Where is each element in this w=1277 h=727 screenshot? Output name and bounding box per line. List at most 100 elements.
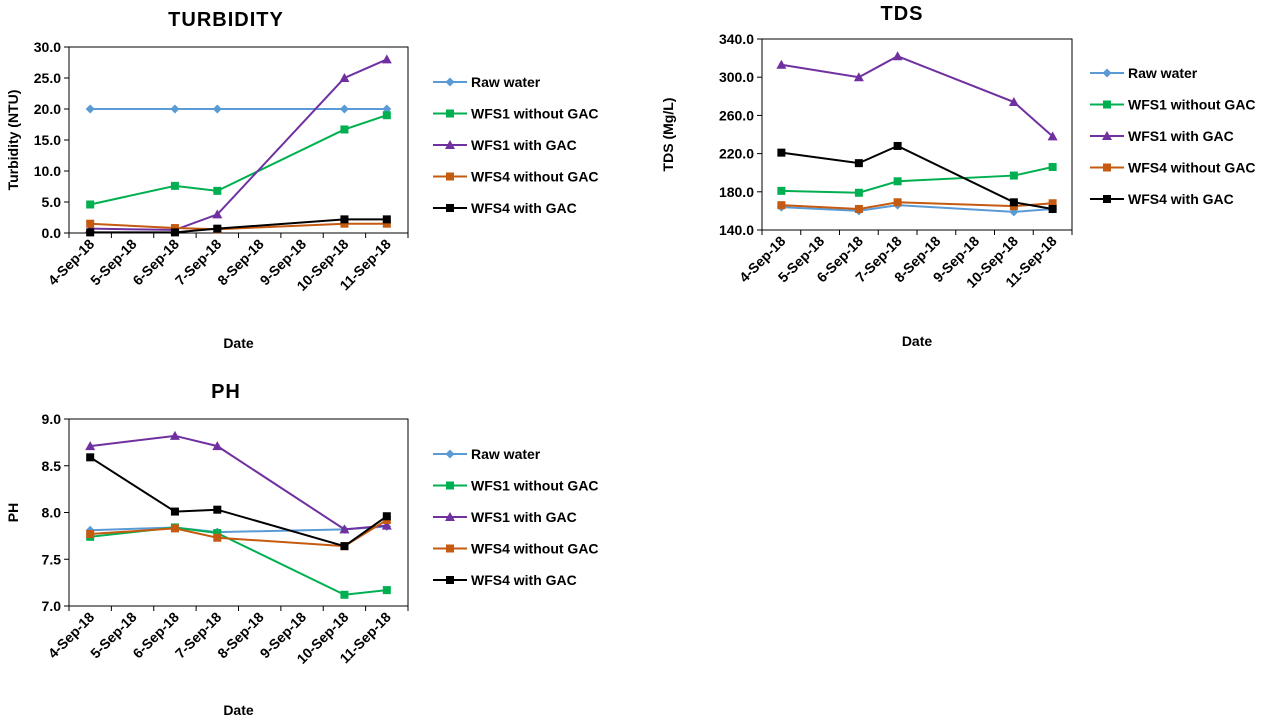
legend-entry-wfs1-without-gac: WFS1 without GAC <box>433 106 599 122</box>
data-point-raw-water <box>170 104 180 114</box>
data-point-wfs4-with-gac <box>86 228 95 237</box>
turbidity-chart-svg: TURBIDITY0.05.010.015.020.025.030.04-Sep… <box>5 9 599 351</box>
y-tick-label: 300.0 <box>719 69 754 85</box>
chart-title: PH <box>211 381 241 403</box>
legend-label: Raw water <box>1128 65 1198 81</box>
legend-marker <box>1103 163 1111 172</box>
y-tick-label: 9.0 <box>42 411 62 427</box>
legend-entry-wfs1-without-gac: WFS1 without GAC <box>433 478 599 494</box>
y-axis-title: PH <box>5 503 21 522</box>
data-point-wfs4-without-gac <box>777 201 786 210</box>
legend-entry-raw-water: Raw water <box>1090 65 1198 81</box>
legend-label: WFS1 with GAC <box>471 137 577 153</box>
legend-label: WFS4 without GAC <box>1128 160 1256 176</box>
series-wfs1-with-gac <box>776 51 1058 141</box>
data-point-wfs1-without-gac <box>382 586 391 595</box>
y-tick-label: 10.0 <box>34 163 61 179</box>
legend-marker <box>445 140 455 149</box>
data-point-wfs1-without-gac <box>1048 162 1057 171</box>
data-point-wfs4-with-gac <box>1009 198 1018 207</box>
y-tick-label: 260.0 <box>719 107 754 123</box>
y-tick-label: 220.0 <box>719 146 754 162</box>
data-point-raw-water <box>85 104 95 114</box>
data-point-wfs4-without-gac <box>170 524 179 533</box>
data-point-raw-water <box>339 104 349 114</box>
data-point-wfs1-without-gac <box>170 181 179 190</box>
data-point-wfs1-without-gac <box>854 188 863 197</box>
y-tick-label: 7.0 <box>42 598 62 614</box>
data-point-wfs4-with-gac <box>777 148 786 157</box>
data-point-wfs1-with-gac <box>381 54 392 64</box>
legend-marker <box>446 544 454 553</box>
series-line-wfs1-without-gac <box>90 526 387 596</box>
series-line-wfs1-with-gac <box>781 55 1054 138</box>
series-wfs1-with-gac <box>85 54 392 234</box>
chart-title: TURBIDITY <box>168 9 284 31</box>
data-point-wfs4-with-gac <box>382 215 391 224</box>
data-point-wfs1-with-gac <box>339 524 350 534</box>
ph-chart-svg: PH7.07.58.08.59.04-Sep-185-Sep-186-Sep-1… <box>5 381 599 718</box>
legend-marker <box>1103 195 1111 203</box>
legend-entry-wfs1-without-gac: WFS1 without GAC <box>1090 97 1256 113</box>
data-point-wfs4-with-gac <box>86 453 95 462</box>
series-wfs4-with-gac <box>777 141 1057 213</box>
plot-area <box>761 38 1073 231</box>
data-point-wfs4-without-gac <box>382 219 391 228</box>
legend-label: WFS4 without GAC <box>471 169 599 185</box>
legend-entry-wfs1-with-gac: WFS1 with GAC <box>1090 128 1234 144</box>
data-point-wfs4-without-gac <box>1048 199 1057 208</box>
y-tick-label: 25.0 <box>34 70 61 86</box>
legend-entry-wfs4-with-gac: WFS4 with GAC <box>1090 191 1234 207</box>
legend-marker <box>446 109 454 118</box>
plot-area <box>68 46 409 234</box>
legend-label: WFS4 with GAC <box>471 200 577 216</box>
data-point-wfs4-with-gac <box>893 141 902 150</box>
y-tick-label: 0.0 <box>42 225 62 241</box>
legend-label: WFS4 with GAC <box>1128 191 1234 207</box>
legend-entry-wfs4-without-gac: WFS4 without GAC <box>1090 160 1256 176</box>
y-tick-label: 5.0 <box>42 194 62 210</box>
data-point-wfs4-with-gac <box>170 507 179 516</box>
y-axis-title: Turbidity (NTU) <box>5 90 21 191</box>
legend-label: WFS1 with GAC <box>1128 128 1234 144</box>
data-point-wfs1-with-gac <box>381 520 392 530</box>
legend-entry-raw-water: Raw water <box>433 74 541 90</box>
data-point-wfs4-with-gac <box>213 505 222 514</box>
tds-chart: TDS 140.0 180.0 220.0 260.0 300.0 340.0 4-Sep-1… <box>640 0 1277 365</box>
y-tick-label: 15.0 <box>34 132 61 148</box>
legend-label: WFS4 with GAC <box>471 572 577 588</box>
series-wfs4-with-gac <box>86 215 391 237</box>
data-point-wfs1-with-gac <box>212 209 223 219</box>
data-point-wfs4-without-gac <box>86 219 95 228</box>
y-axis-title: TDS (Mg/L) <box>660 98 676 172</box>
turbidity-chart: TURBIDITY 0.0 5.0 10.0 15.0 20.0 25.0 30.0 4-Sep… <box>0 0 640 365</box>
legend-label: WFS1 without GAC <box>471 106 599 122</box>
legend-label: WFS4 without GAC <box>471 541 599 557</box>
data-point-wfs4-with-gac <box>382 512 391 521</box>
x-axis-title: Date <box>902 333 933 349</box>
legend-marker <box>445 77 455 87</box>
y-tick-label: 30.0 <box>34 39 61 55</box>
legend-entry-wfs4-with-gac: WFS4 with GAC <box>433 572 577 588</box>
data-point-wfs4-without-gac <box>213 533 222 542</box>
legend-label: WFS1 with GAC <box>471 509 577 525</box>
data-point-wfs1-with-gac <box>1047 131 1058 141</box>
legend-marker <box>1103 100 1111 109</box>
data-point-wfs1-without-gac <box>382 111 391 120</box>
legend-entry-wfs1-with-gac: WFS1 with GAC <box>433 509 577 525</box>
legend-entry-wfs1-with-gac: WFS1 with GAC <box>433 137 577 153</box>
data-point-wfs1-without-gac <box>893 177 902 186</box>
series-line-wfs1-without-gac <box>781 165 1053 194</box>
y-tick-label: 140.0 <box>719 222 754 238</box>
legend-marker <box>1102 68 1112 78</box>
data-point-wfs4-with-gac <box>854 159 863 168</box>
legend-entry-raw-water: Raw water <box>433 446 541 462</box>
legend-marker <box>446 481 454 490</box>
legend-marker <box>446 204 454 212</box>
data-point-wfs4-without-gac <box>854 204 863 213</box>
plot-area <box>68 418 409 607</box>
data-point-wfs4-with-gac <box>170 228 179 237</box>
data-point-wfs4-without-gac <box>170 224 179 233</box>
series-line-wfs1-with-gac <box>90 58 388 231</box>
y-tick-label: 340.0 <box>719 31 754 47</box>
